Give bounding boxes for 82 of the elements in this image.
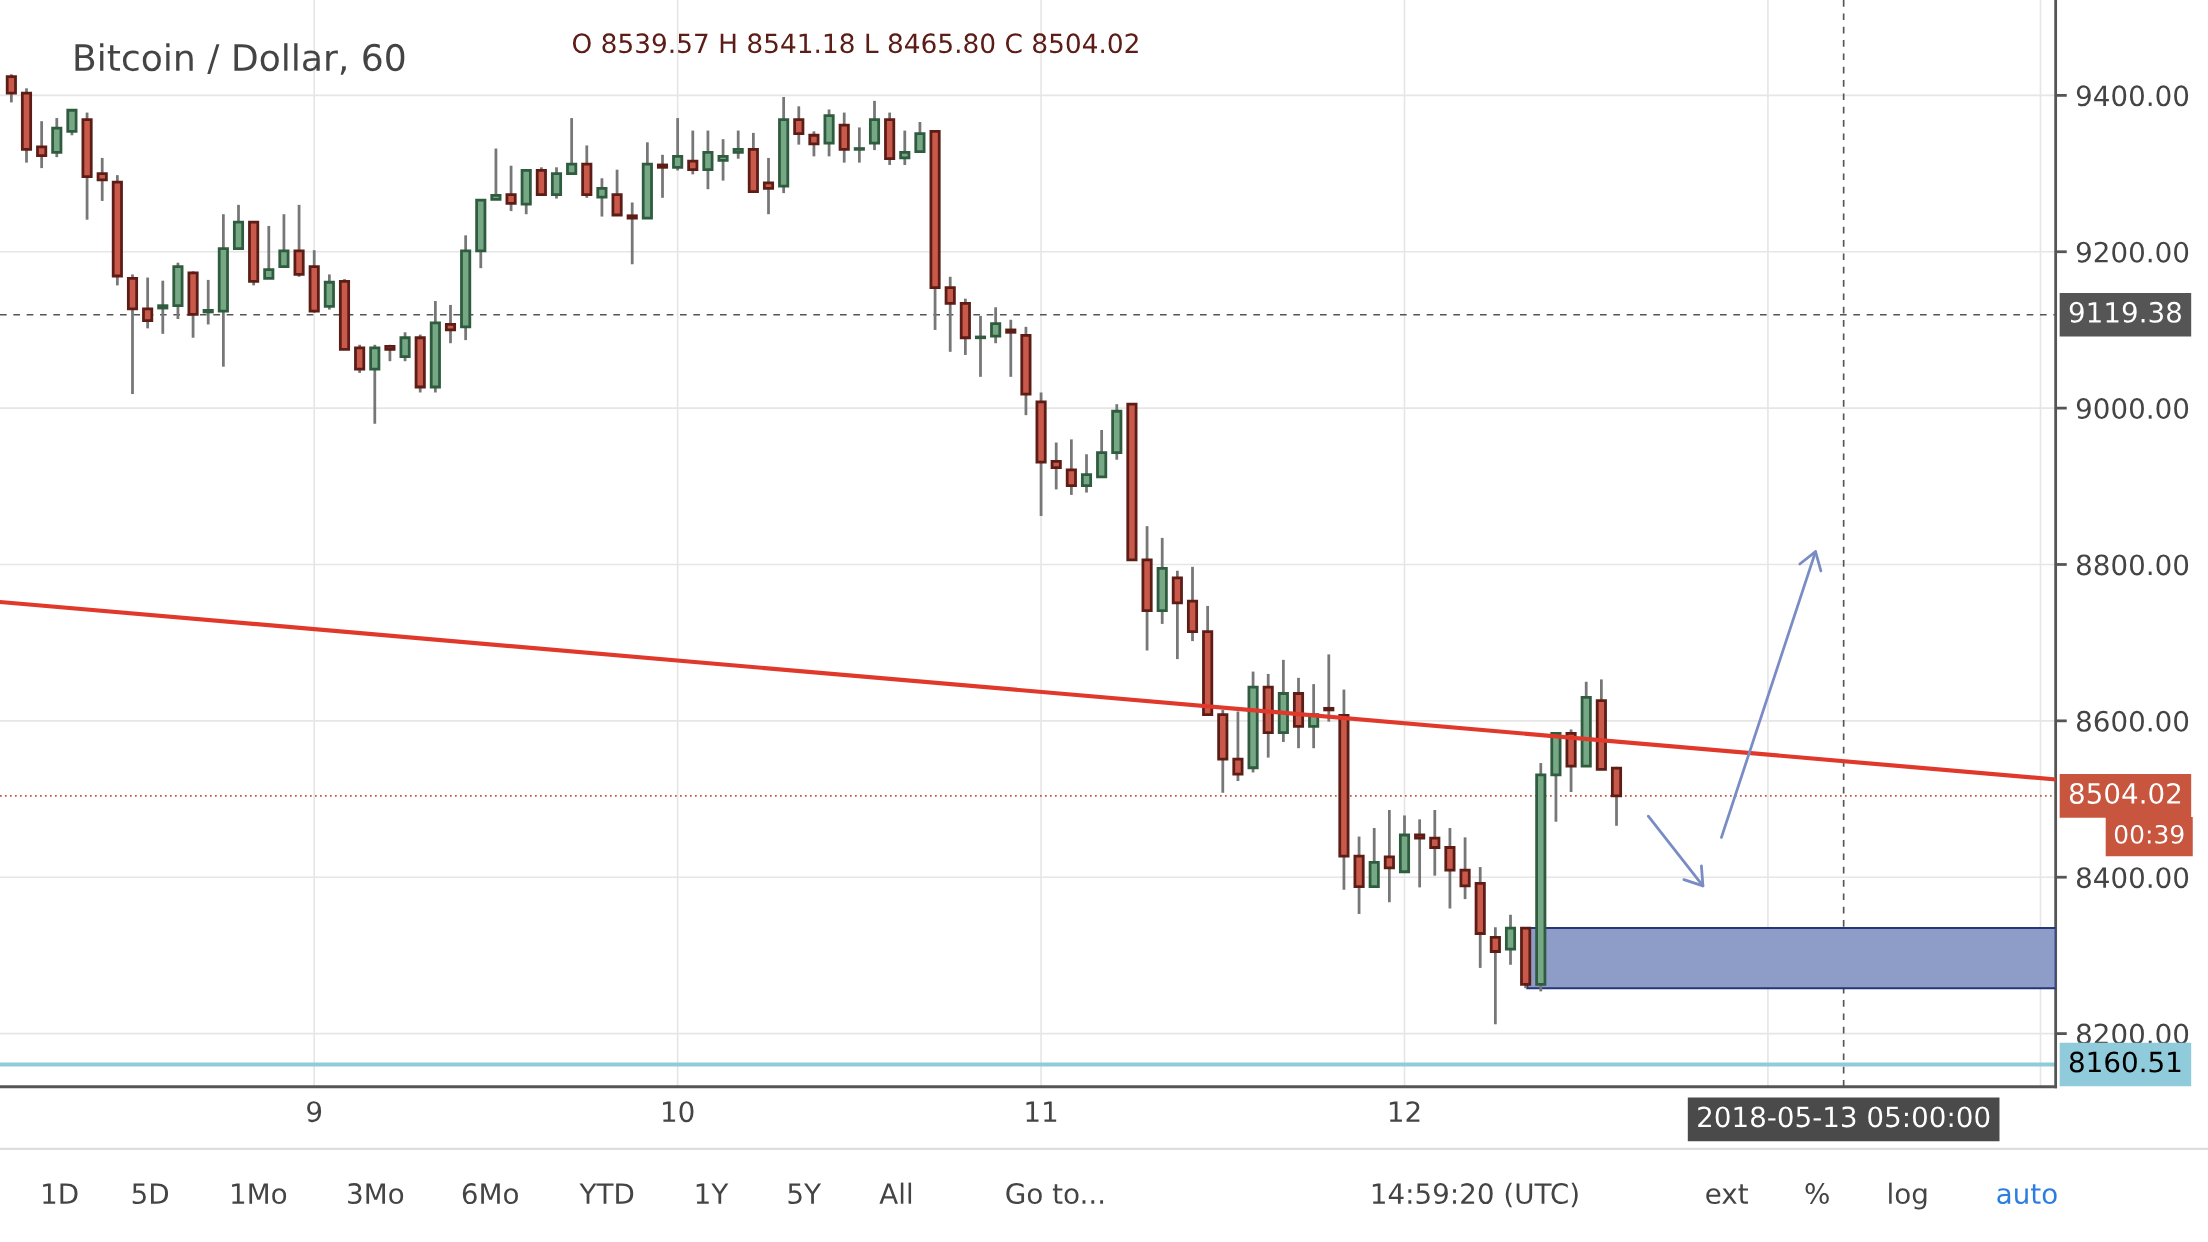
candlestick	[1065, 438, 1077, 497]
ref-line-label: 2018-05-13 05:00:00	[1698, 1106, 1990, 1128]
candlestick	[944, 275, 956, 354]
candlestick	[1323, 653, 1335, 724]
candlestick	[762, 156, 775, 216]
candlestick	[717, 137, 729, 182]
ref-line-label: 9119.38	[2069, 301, 2181, 323]
text: Bitcoin / Dollar, 60	[75, 43, 405, 75]
y-tick-label: 9400.00	[2076, 85, 2189, 107]
candlestick	[899, 129, 911, 167]
candlestick	[626, 201, 638, 266]
candlestick	[202, 278, 214, 326]
candlestick	[550, 165, 563, 200]
candlestick	[36, 119, 48, 170]
candlestick	[490, 147, 502, 201]
candlestick	[293, 203, 305, 279]
candlestick	[369, 343, 381, 426]
text: %	[1805, 1183, 1829, 1205]
text: All	[879, 1182, 912, 1204]
x-tick-label: 11	[1026, 1101, 1057, 1122]
candlestick	[1444, 826, 1456, 910]
candlestick	[1050, 441, 1062, 491]
annotation: O 8539.57 H 8541.18 L 8465.80 C 8504.02	[572, 33, 1138, 54]
candlestick	[868, 99, 881, 152]
candlestick	[1005, 318, 1017, 379]
candlestick	[1504, 913, 1517, 967]
candlestick	[278, 212, 290, 268]
candlestick	[672, 116, 684, 172]
x-tick-label: 10	[663, 1101, 694, 1123]
candlestick	[5, 72, 17, 104]
text: 14:59:20 (UTC)	[1372, 1182, 1578, 1208]
candlestick	[66, 108, 78, 137]
candlestick	[444, 303, 457, 345]
text: log	[1889, 1182, 1927, 1210]
text: Go to...	[1006, 1183, 1104, 1205]
ref-line-label: 8504.02	[2069, 782, 2181, 804]
text: 00:39	[2114, 824, 2184, 844]
candlestick	[1459, 835, 1471, 901]
x-tick-label: 12	[1389, 1101, 1420, 1122]
candlestick	[974, 314, 987, 379]
candlestick	[914, 120, 926, 154]
candlestick	[1414, 817, 1426, 889]
candlestick	[1232, 710, 1244, 783]
candlestick	[990, 305, 1002, 345]
text: 3Mo	[348, 1183, 404, 1205]
text: 1Y	[696, 1183, 729, 1204]
text: 1Mo	[232, 1183, 287, 1205]
candlestick	[793, 104, 805, 147]
candlestick	[808, 129, 820, 158]
candlestick	[687, 129, 699, 176]
candlestick	[1429, 808, 1441, 878]
candlestick	[732, 129, 744, 161]
ref-line-label: 8160.51	[2069, 1051, 2181, 1073]
candlestick	[611, 168, 623, 217]
candlestick	[96, 156, 108, 203]
text: 1D	[43, 1183, 78, 1204]
text: 5Y	[788, 1183, 822, 1205]
candlestick	[1489, 925, 1501, 1026]
candlestick	[1080, 452, 1093, 494]
candlestick	[157, 279, 169, 336]
y-tick-label: 9000.00	[2076, 398, 2189, 420]
text: auto	[1997, 1184, 2057, 1205]
candlestick	[702, 129, 714, 191]
candlestick	[1383, 808, 1395, 904]
candlestick	[566, 116, 578, 175]
text: 6Mo	[462, 1183, 518, 1205]
candlestick	[263, 224, 275, 280]
candlestick	[354, 343, 366, 375]
candlestick	[505, 164, 517, 213]
candlestick	[656, 153, 669, 200]
text: ext	[1706, 1184, 1748, 1205]
candlestick	[142, 276, 154, 330]
text: YTD	[579, 1183, 634, 1204]
x-tick-label: 9	[307, 1101, 322, 1123]
candlestick	[596, 176, 608, 218]
y-tick-label: 9200.00	[2076, 241, 2189, 263]
y-tick-label: 8400.00	[2076, 867, 2189, 889]
candlestick	[853, 126, 865, 165]
y-tick-label: 8800.00	[2076, 554, 2189, 576]
candlestick	[399, 330, 411, 363]
text: 5D	[132, 1183, 169, 1205]
y-tick-label: 8600.00	[2076, 710, 2189, 732]
